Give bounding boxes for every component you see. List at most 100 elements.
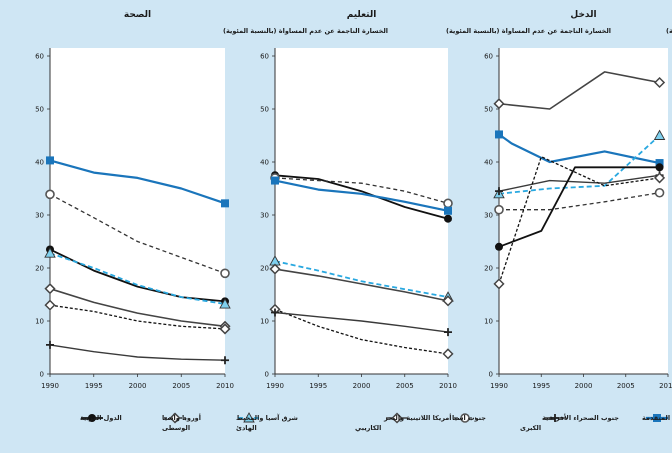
panel-3-ytick-label: 20 — [484, 265, 493, 273]
panel-1-xtick-label: 1995 — [85, 382, 103, 390]
legend-marker-east_asia — [243, 412, 255, 423]
panel-2-xtick-label: 1990 — [266, 382, 284, 390]
panel-3-point-latin-start — [493, 98, 505, 110]
panel-1-ytick-label: 40 — [35, 159, 44, 167]
legend-marker-south_asia — [460, 413, 470, 423]
legend-label-east_asia2: الهادئ — [236, 424, 257, 432]
panel-2-series-arab — [274, 174, 449, 220]
panel-2-point-ssa-start — [271, 308, 279, 317]
panel-2-xtick-label: 2010 — [439, 382, 457, 390]
panel-2-series-east_asia — [274, 260, 449, 298]
panel-3-xtick-label: 2010 — [659, 382, 672, 390]
panel-3-point-europe-end — [653, 172, 666, 184]
panel-3-ytick-label: 0 — [489, 371, 493, 379]
legend-label-europe: أوروبا وآسيا — [162, 413, 201, 422]
panel-1-ytick-label: 50 — [35, 106, 44, 114]
legend-label-arab: الدول العربية — [80, 414, 122, 422]
panel-2-ytick-label: 50 — [260, 106, 269, 114]
panel-1-plot-area — [50, 48, 225, 374]
panel-3-point-arab-start — [495, 242, 503, 251]
legend-label-ssa2: الكبرى — [520, 424, 541, 432]
panel-3-title: الدخل — [570, 10, 596, 20]
panel-1-xtick-label: 2000 — [129, 382, 147, 390]
panel-3-xtick-label: 2000 — [575, 382, 593, 390]
panel-1-point-east_asia-start — [44, 247, 56, 258]
panel-1-xtick-label: 2005 — [172, 382, 190, 390]
panel-3-series-europe — [498, 156, 660, 285]
panel-3-series-ssa — [498, 174, 660, 192]
panel-1-series-latin — [49, 287, 226, 328]
panel-1-ytick-label: 20 — [35, 265, 44, 273]
legend-marker-ssa — [551, 414, 559, 422]
legend-marker-arab — [88, 414, 96, 422]
legend-marker-developed — [653, 414, 661, 422]
panel-1-point-east_asia-end — [219, 298, 231, 309]
panel-1-subtitle: الخسارة الناجمة عن عدم المساواة (بالنسبة… — [223, 27, 388, 35]
legend-label-developed: البلدان المتقدمة — [642, 414, 672, 422]
panel-1-series-east_asia — [49, 252, 226, 305]
panel-2-ytick-label: 30 — [260, 212, 269, 220]
panel-3-point-ssa-start — [495, 187, 503, 196]
legend-label-latin2: الكاريبي — [355, 424, 381, 432]
panel-3-point-east_asia-end — [653, 129, 666, 140]
panel-3-point-developed-start — [495, 130, 503, 139]
panel-3-ytick-label: 60 — [484, 53, 493, 61]
panel-2-series-developed — [274, 179, 449, 212]
legend-label-east_asia: شرق آسيا والمحيط — [236, 413, 298, 422]
panel-2-xtick-label: 2000 — [353, 382, 371, 390]
panel-2-point-developed-end — [444, 206, 452, 215]
panel-3-ytick-label: 50 — [484, 106, 493, 114]
panel-1-series-ssa — [49, 344, 226, 361]
panel-2-point-europe-end — [442, 348, 454, 360]
panel-3-plot-area — [499, 48, 668, 374]
panel-1-point-developed-end — [221, 199, 229, 208]
panel-1-series-europe — [49, 304, 226, 330]
panel-1-ytick-label: 30 — [35, 212, 44, 220]
panel-2-point-ssa-end — [444, 328, 452, 337]
panel-2-ytick-label: 10 — [260, 318, 269, 326]
panel-3-ytick-label: 10 — [484, 318, 493, 326]
panel-3-subtitle: الخسارة الناجمة عن عدم المساواة (بالنسبة… — [666, 27, 672, 35]
panel-1-point-europe-start — [44, 299, 56, 311]
panel-2-point-developed-start — [271, 176, 279, 185]
panel-1-title: الصحة — [124, 10, 151, 20]
panel-1-ytick-label: 10 — [35, 318, 44, 326]
panel-3-series-south_asia — [499, 192, 660, 211]
panel-1-ytick-label: 0 — [40, 371, 44, 379]
panel-1-series-developed — [49, 159, 226, 205]
panel-2-point-arab-end — [444, 214, 452, 223]
panel-2-ytick-label: 40 — [260, 159, 269, 167]
panel-3-point-developed-end — [655, 159, 664, 168]
panel-1-point-south_asia-end — [220, 268, 230, 279]
panel-3-series-latin — [498, 71, 660, 110]
panel-3-point-europe-start — [493, 278, 505, 290]
panel-1-point-europe-end — [219, 323, 231, 335]
panel-2-ytick-label: 20 — [260, 265, 269, 273]
panel-3-xtick-label: 2005 — [617, 382, 635, 390]
legend-label-south_asia: جنوب آسيا — [452, 413, 486, 422]
panel-3-point-south_asia-end — [654, 187, 665, 198]
panel-3-series-developed — [498, 133, 660, 165]
panel-1-point-developed-start — [46, 156, 54, 165]
panel-2-series-ssa — [274, 311, 449, 333]
panel-2-ytick-label: 0 — [265, 371, 269, 379]
legend-label-ssa: جنوب الصحراء الأفريقية — [542, 413, 619, 422]
panel-2-title: التعليم — [347, 10, 377, 20]
panel-3-point-south_asia-start — [494, 204, 504, 215]
panel-3-ytick-label: 40 — [484, 159, 493, 167]
panel-1-point-latin-start — [44, 283, 56, 295]
panel-1-xtick-label: 2010 — [216, 382, 234, 390]
legend-label-europe2: الوسطى — [162, 424, 190, 432]
panel-3-series-east_asia — [498, 134, 661, 195]
panel-3-point-arab-end — [655, 163, 664, 172]
panel-1-series-south_asia — [49, 193, 226, 274]
panel-1-ytick-label: 60 — [35, 53, 44, 61]
panel-2-ytick-label: 60 — [260, 53, 269, 61]
panel-1-point-ssa-start — [46, 340, 54, 349]
panel-1-point-south_asia-start — [45, 189, 55, 200]
panel-3-point-latin-end — [653, 76, 666, 89]
panel-1-point-ssa-end — [221, 356, 229, 365]
panel-2-series-south_asia — [274, 177, 449, 204]
panel-3-series-arab — [498, 166, 660, 248]
